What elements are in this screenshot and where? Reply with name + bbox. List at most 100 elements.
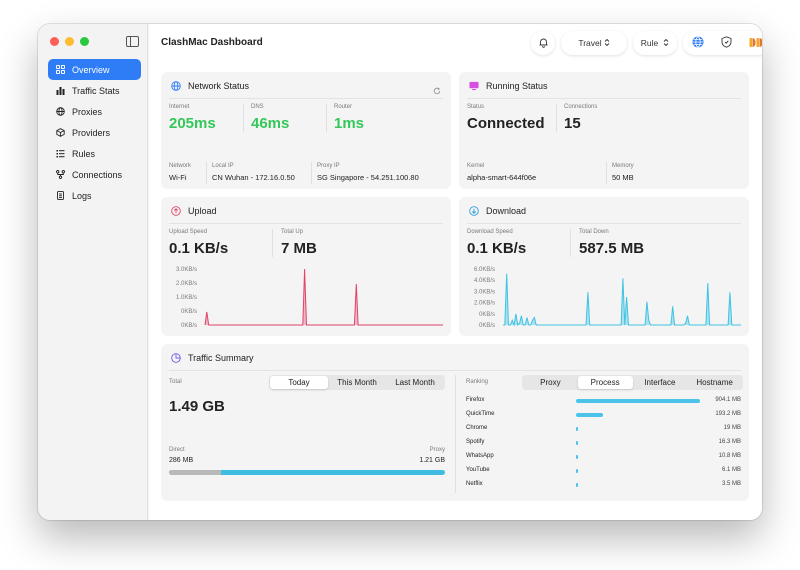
refresh-icon[interactable] [433,82,441,100]
y-tick-label: 1.0KB/s [176,295,197,301]
network-status-card: Network Status Internet 205ms DNS 46ms R… [161,72,451,189]
ranking-process-name: WhatsApp [466,453,494,459]
sidebar-item-overview[interactable]: Overview [48,59,141,80]
ranking-bar [576,413,604,417]
sidebar-item-rules[interactable]: Rules [48,143,141,164]
mode-select-value: Rule [640,38,659,48]
tab-hostname[interactable]: Hostname [696,378,733,387]
list-icon [56,149,65,158]
sidebar-item-logs[interactable]: Logs [48,185,141,206]
tab-interface[interactable]: Interface [644,378,676,387]
tab-this-month[interactable]: This Month [337,378,377,387]
column-separator [206,162,207,184]
cube-icon [56,128,65,137]
y-tick-label: 6.0KB/s [474,267,495,273]
y-tick-label: 0KB/s [181,309,197,315]
sidebar-toggle-icon[interactable] [126,36,139,47]
tab-process[interactable]: Process [577,376,633,389]
ranking-process-name: Spotify [466,439,485,445]
ranking-row: YouTube 6.1 MB [466,466,741,476]
traffic-summary-card: Traffic Summary Total Today This Month L… [161,344,749,501]
connections-label: Connections [564,104,598,110]
y-tick-label: 0KB/s [181,323,197,329]
ranking-row: WhatsApp 10.8 MB [466,452,741,462]
toolbar-actions [683,31,762,55]
updown-chevron-icon [604,38,610,49]
sidebar-item-providers[interactable]: Providers [48,122,141,143]
shield-icon[interactable] [721,36,732,50]
tab-last-month[interactable]: Last Month [395,378,435,387]
total-traffic-value: 1.49 GB [169,398,225,415]
ranking-value: 19 MB [723,425,741,431]
titlebar: ClashMac Dashboard Travel Rule [149,24,762,64]
ranking-process-name: Chrome [466,425,488,431]
sidebar-item-proxies[interactable]: Proxies [48,101,141,122]
globe-icon[interactable] [692,36,704,50]
y-tick-label: 0KB/s [479,323,495,329]
divider [467,98,741,99]
ranking-row: Spotify 16.3 MB [466,438,741,448]
running-status-card: Running Status Status Connected Connecti… [459,72,749,189]
ranking-bar-track [576,483,700,487]
total-down-value: 587.5 MB [579,240,645,257]
total-down-label: Total Down [579,229,609,235]
ranking-bar [576,483,578,487]
series-line [503,273,741,327]
series-area [205,269,443,325]
card-header: Upload [171,206,217,216]
window-zoom-button[interactable] [80,37,89,46]
notifications-button[interactable] [531,31,555,55]
total-label: Total [169,379,182,385]
app-logo-icon[interactable] [749,37,762,50]
ranking-bar-track [576,469,700,473]
period-tabs: Today This Month Last Month [269,375,445,390]
y-tick-label: 0KB/s [479,312,495,318]
column-separator [455,375,456,493]
sidebar-nav: Overview Traffic Stats Proxies Providers [48,59,141,206]
proxy-label: Proxy [429,447,445,453]
y-tick-label: 3.0KB/s [474,289,495,295]
ranking-bar [576,455,578,459]
download-card: Download Download Speed 0.1 KB/s Total D… [459,197,749,336]
card-header: Network Status [171,81,249,91]
internet-latency: 205ms [169,115,216,132]
status-value: Connected [467,115,545,132]
download-icon [469,206,479,216]
upload-chart: 3.0KB/s 2.0KB/s 1.0KB/s 0KB/s 0KB/s [176,267,443,329]
document-icon [56,191,65,200]
pie-chart-icon [171,353,181,363]
proxy-ip-value: SG Singapore - 54.251.100.80 [317,173,419,182]
proxy-ip-label: Proxy IP [317,163,340,169]
ranking-bar-track [576,413,700,417]
direct-value: 286 MB [169,457,194,464]
download-speed-label: Download Speed [467,229,513,235]
ranking-value: 193.2 MB [715,411,741,417]
profile-select[interactable]: Travel [561,31,627,55]
window-minimize-button[interactable] [65,37,74,46]
dns-latency: 46ms [251,115,290,132]
memory-value: 50 MB [612,173,634,182]
ranking-bar-track [576,427,700,431]
ranking-bar [576,441,579,445]
sidebar-item-traffic-stats[interactable]: Traffic Stats [48,80,141,101]
total-up-value: 7 MB [281,240,317,257]
tab-today[interactable]: Today [270,376,328,389]
updown-chevron-icon [663,38,669,49]
card-header: Download [469,206,526,216]
tab-proxy[interactable]: Proxy [540,378,561,387]
sidebar-item-connections[interactable]: Connections [48,164,141,185]
sidebar-item-label: Rules [72,148,96,159]
card-header: Traffic Summary [171,353,254,363]
ranking-process-name: Firefox [466,397,485,403]
ranking-process-name: QuickTime [466,411,495,417]
ranking-process-name: Netflix [466,481,483,487]
upload-card: Upload Upload Speed 0.1 KB/s Total Up 7 … [161,197,451,336]
ranking-bar-track [576,455,700,459]
mode-select[interactable]: Rule [633,31,677,55]
sidebar: Overview Traffic Stats Proxies Providers [38,24,148,520]
kernel-label: Kernel [467,163,485,169]
sidebar-item-label: Proxies [72,106,103,117]
direct-label: Direct [169,447,185,453]
grid-icon [56,65,65,74]
window-close-button[interactable] [50,37,59,46]
